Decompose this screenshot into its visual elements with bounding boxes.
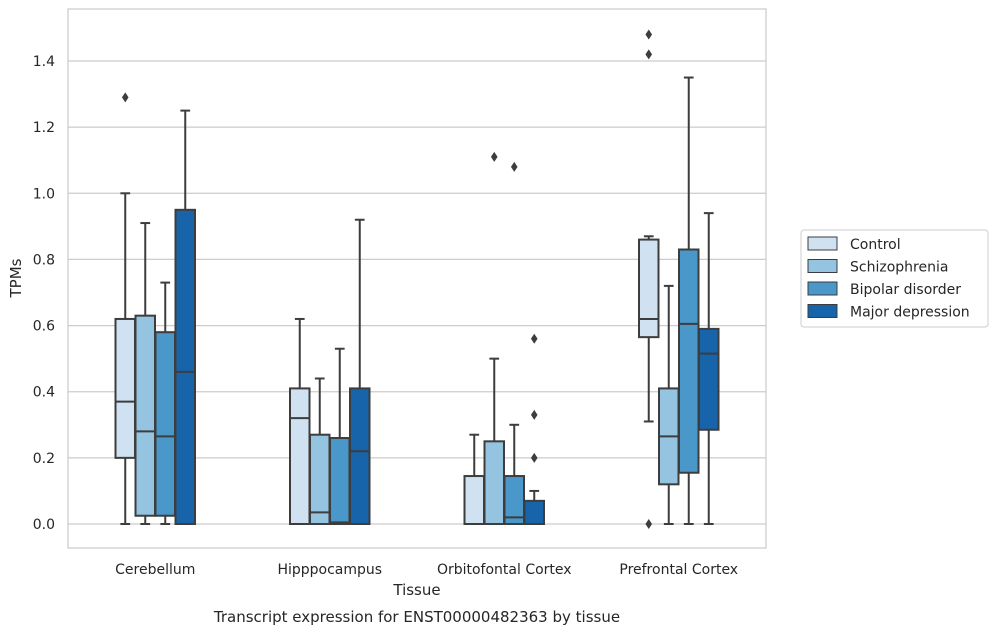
box <box>638 238 660 339</box>
legend-swatch <box>807 281 838 296</box>
y-tick-label: 1.4 <box>33 54 55 70</box>
x-tick-label: Orbitofontal Cortex <box>437 562 572 578</box>
box <box>463 475 485 525</box>
y-tick-label: 0.2 <box>33 451 55 467</box>
box <box>349 387 371 525</box>
outlier-point <box>530 333 538 344</box>
y-tick-label: 0.8 <box>33 252 55 268</box>
y-tick-label: 1.0 <box>33 186 55 202</box>
y-tick-label: 1.2 <box>33 120 55 136</box>
y-axis-label: TPMs <box>7 258 25 298</box>
box <box>309 433 331 526</box>
legend-swatch <box>807 304 838 318</box>
legend-swatch <box>807 259 838 273</box>
outlier-point <box>645 29 653 40</box>
x-tick-label: Cerebellum <box>115 562 195 578</box>
y-tick-label: 0.0 <box>33 517 55 533</box>
box <box>114 317 136 459</box>
legend-label: Control <box>850 237 901 253</box>
box <box>329 437 351 525</box>
box-group <box>463 151 545 526</box>
box <box>154 331 176 517</box>
box <box>134 314 156 517</box>
outlier-point <box>645 519 653 529</box>
legend-label: Major depression <box>850 305 970 321</box>
box <box>678 248 700 474</box>
box-group <box>114 92 196 525</box>
outlier-point <box>490 151 498 162</box>
outlier-point <box>530 452 538 463</box>
x-tick-label: Prefrontal Cortex <box>619 562 738 578</box>
y-axis-ticks: 0.0 0.2 0.4 0.6 0.8 1.0 1.2 1.4 <box>33 54 55 533</box>
outlier-point <box>121 92 129 103</box>
x-axis-ticks: Cerebellum Hipppocampus Orbitofontal Corte… <box>115 562 738 578</box>
chart-caption: Transcript expression for ENST0000048236… <box>213 608 620 626</box>
outlier-point <box>645 49 653 60</box>
box-group <box>289 218 371 526</box>
outlier-point <box>510 161 518 172</box>
legend-label: Bipolar disorder <box>850 282 961 298</box>
y-tick-label: 0.6 <box>33 319 55 335</box>
legend-swatch <box>807 236 838 251</box>
plot-frame <box>67 8 767 549</box>
legend-label: Schizophrenia <box>850 260 948 276</box>
x-axis-label: Tissue <box>392 581 440 599</box>
box <box>483 440 505 526</box>
box <box>698 327 720 431</box>
box-groups <box>114 29 720 529</box>
legend-frame <box>800 229 989 328</box>
box <box>289 387 311 525</box>
outlier-point <box>530 409 538 420</box>
y-tick-label: 0.4 <box>33 385 55 401</box>
x-tick-label: Hipppocampus <box>277 562 382 578</box>
box-group <box>638 29 720 529</box>
box <box>174 208 196 525</box>
box <box>523 499 545 526</box>
legend: Control Schizophrenia Bipolar disorder Majo… <box>800 229 989 328</box>
